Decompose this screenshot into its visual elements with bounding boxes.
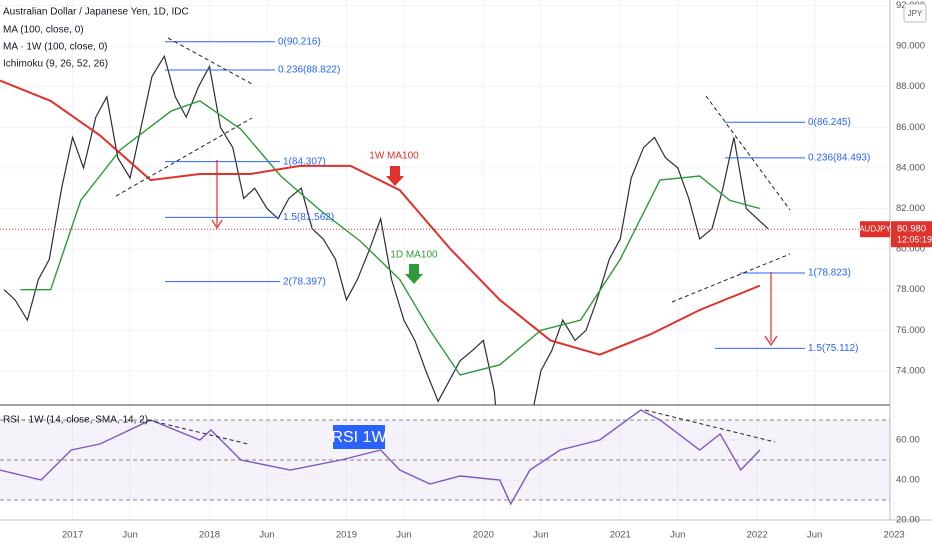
arrow-head: [211, 219, 223, 230]
y-tick-label: 84.000: [896, 162, 925, 173]
trend-line: [705, 95, 791, 211]
series-line: [3, 54, 769, 405]
x-tick-label: Jun: [533, 530, 548, 541]
x-tick-label: Jun: [807, 530, 822, 541]
arrow-head: [764, 335, 778, 347]
arrow-icon: [405, 264, 423, 284]
rsi-tick-label: 20.00: [896, 515, 920, 526]
price-tag: [891, 221, 932, 248]
x-tick-label: Jun: [122, 530, 137, 541]
fib-label: 0.236(88.822): [278, 65, 340, 76]
axes: 2017 Jun 2018 Jun 2019 Jun 2020 Jun 2021 Jun 2022 J…: [62, 0, 925, 541]
trend-line: [644, 409, 776, 443]
x-tick-label: 2018: [199, 530, 220, 541]
x-tick-label: 2022: [747, 530, 768, 541]
annotation: 1W MA100: [369, 151, 419, 162]
fib-label: 1.5(81.562): [283, 212, 334, 223]
y-tick-label: 86.000: [896, 122, 925, 133]
fib-label: 2(78.397): [283, 276, 326, 287]
chart-title: Australian Dollar / Japanese Yen, 1D, ID…: [3, 7, 189, 18]
trend-line: [147, 419, 249, 445]
series-line: [0, 409, 761, 506]
currency-box: [903, 3, 927, 23]
x-tick-label: 2021: [610, 530, 631, 541]
symbol-label: AUDJPY: [859, 224, 891, 233]
x-tick-label: 2017: [62, 530, 83, 541]
x-tick-label: Jun: [396, 530, 411, 541]
fib-label: 0.236(84.493): [808, 153, 870, 164]
arrow-icon: [386, 166, 404, 186]
series-line: [0, 79, 761, 356]
y-tick-label: 88.000: [896, 81, 925, 92]
x-tick-label: Jun: [670, 530, 685, 541]
y-tick-label: 74.000: [896, 365, 925, 376]
y-tick-label: 78.000: [896, 284, 925, 295]
arrows: [211, 160, 778, 347]
y-tick-label: 82.000: [896, 203, 925, 214]
fib-label: 1(78.823): [808, 268, 851, 279]
countdown: 12:05:19: [897, 235, 932, 245]
fib-label: 0(86.245): [808, 117, 851, 128]
y-tick-label: 80.000: [896, 244, 925, 255]
legend-entry: MA · 1W (100, close, 0): [3, 42, 107, 53]
symbol-tag: [860, 221, 890, 238]
rsi-band-fill: [0, 420, 890, 500]
rsi-tick-label: 60.00: [896, 435, 920, 446]
price-tag-label: 80.980: [897, 224, 926, 235]
x-tick-label: 2019: [336, 530, 357, 541]
x-tick-label: 2023: [884, 530, 905, 541]
fib-label: 0(90.216): [278, 36, 321, 47]
x-tick-label: 2020: [473, 530, 494, 541]
trend-line: [167, 37, 253, 85]
fib-label: 1.5(75.112): [808, 343, 858, 354]
rsi-tick-label: 40.00: [896, 475, 920, 486]
currency: JPY: [908, 9, 923, 18]
trend-line: [115, 117, 253, 197]
fib-label: 1(84.307): [283, 156, 326, 167]
legend-entry: MA (100, close, 0): [3, 25, 84, 36]
trend-lines: [115, 37, 791, 445]
series-line: [20, 100, 761, 376]
y-tick-label: 76.000: [896, 325, 925, 336]
x-tick-label: Jun: [259, 530, 274, 541]
marks: 0(90.216) 0.236(88.822) 1(84.307) 1.5(81.56…: [0, 36, 890, 506]
legend-entry: Ichimoku (9, 26, 52, 26): [3, 59, 108, 70]
trend-line: [671, 253, 791, 303]
y-tick-label: 90.000: [896, 41, 925, 52]
annotation-box: [333, 425, 385, 449]
annotation: RSI 1W: [331, 429, 387, 446]
annotation: 1D MA100: [390, 250, 438, 261]
legend-entry: RSI · 1W (14, close, SMA, 14, 2): [3, 415, 148, 426]
